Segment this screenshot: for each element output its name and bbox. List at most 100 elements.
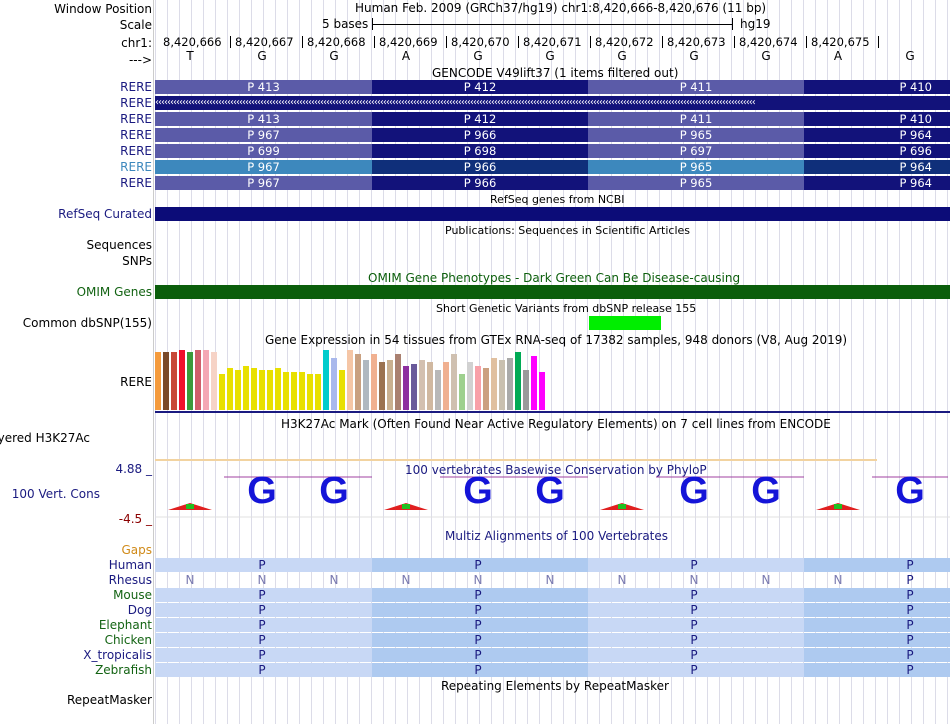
gtex-tissue-bar[interactable] bbox=[435, 370, 441, 410]
omim-gene-bar[interactable] bbox=[155, 285, 950, 299]
gencode-codon-segment[interactable]: P 964 bbox=[804, 128, 950, 142]
gtex-tissue-bar[interactable] bbox=[243, 366, 249, 410]
gencode-transcript[interactable]: P 967 P 966 P 965 P 964 bbox=[155, 176, 950, 190]
gtex-tissue-bar[interactable] bbox=[475, 366, 481, 410]
gtex-tissue-bar[interactable] bbox=[515, 352, 521, 410]
gtex-tissue-bar[interactable] bbox=[347, 350, 353, 410]
gtex-tissue-bar[interactable] bbox=[523, 370, 529, 410]
gencode-codon-segment[interactable]: P 967 bbox=[155, 176, 372, 190]
gtex-tissue-bar[interactable] bbox=[211, 352, 217, 410]
gtex-tissue-bar[interactable] bbox=[411, 364, 417, 410]
species-mouse[interactable]: Mouse bbox=[113, 588, 152, 602]
gencode-transcript[interactable]: P 413 P 412 P 411 P 410 bbox=[155, 112, 950, 126]
gtex-tissue-bar[interactable] bbox=[291, 372, 297, 410]
gencode-codon-segment[interactable]: P 966 bbox=[372, 160, 588, 174]
gencode-label-6[interactable]: RERE bbox=[120, 160, 152, 174]
gencode-label-4[interactable]: RERE bbox=[120, 128, 152, 142]
gtex-tissue-bar[interactable] bbox=[491, 358, 497, 410]
species-elephant[interactable]: Elephant bbox=[98, 618, 152, 632]
gencode-label-2[interactable]: RERE bbox=[120, 96, 152, 110]
snps-label[interactable]: SNPs bbox=[122, 254, 152, 268]
gencode-label-3[interactable]: RERE bbox=[120, 112, 152, 126]
gencode-codon-segment[interactable]: P 412 bbox=[372, 112, 588, 126]
gencode-codon-segment[interactable]: P 966 bbox=[372, 176, 588, 190]
gtex-tissue-bar[interactable] bbox=[499, 360, 505, 410]
gtex-tissue-bar[interactable] bbox=[187, 352, 193, 410]
gtex-tissue-bar[interactable] bbox=[203, 350, 209, 410]
gencode-label-7[interactable]: RERE bbox=[120, 176, 152, 190]
gtex-tissue-bar[interactable] bbox=[355, 354, 361, 410]
gtex-tissue-bar[interactable] bbox=[259, 370, 265, 410]
gencode-codon-segment[interactable]: P 965 bbox=[588, 128, 804, 142]
species-dog[interactable]: Dog bbox=[127, 603, 152, 617]
gencode-codon-segment[interactable]: P 967 bbox=[155, 128, 372, 142]
gencode-codon-segment[interactable]: P 698 bbox=[372, 144, 588, 158]
refseq-gene-bar[interactable] bbox=[155, 207, 950, 221]
h3k27ac-label[interactable]: Layered H3K27Ac bbox=[0, 431, 90, 445]
gtex-tissue-bar[interactable] bbox=[251, 368, 257, 410]
species-chicken[interactable]: Chicken bbox=[104, 633, 152, 647]
gencode-codon-segment[interactable]: P 965 bbox=[588, 160, 804, 174]
gencode-codon-segment[interactable]: P 410 bbox=[804, 112, 950, 126]
gtex-tissue-bar[interactable] bbox=[363, 360, 369, 410]
gtex-tissue-bar[interactable] bbox=[331, 358, 337, 410]
gencode-label-1[interactable]: RERE bbox=[120, 80, 152, 94]
gencode-codon-segment[interactable]: P 411 bbox=[588, 112, 804, 126]
species-human[interactable]: Human bbox=[108, 558, 152, 572]
gencode-transcript[interactable]: P 699 P 698 P 697 P 696 bbox=[155, 144, 950, 158]
gencode-transcript[interactable]: P 413 P 412 P 411 P 410 bbox=[155, 80, 950, 94]
gtex-tissue-bar[interactable] bbox=[195, 350, 201, 410]
gtex-tissue-bar[interactable] bbox=[267, 370, 273, 410]
gencode-codon-segment[interactable]: P 411 bbox=[588, 80, 804, 94]
gencode-codon-segment[interactable]: P 697 bbox=[588, 144, 804, 158]
gtex-tissue-bar[interactable] bbox=[459, 374, 465, 410]
species-zebrafish[interactable]: Zebrafish bbox=[95, 663, 152, 677]
species-rhesus[interactable]: Rhesus bbox=[108, 573, 152, 587]
gtex-tissue-bar[interactable] bbox=[539, 372, 545, 410]
gencode-codon-segment[interactable]: P 967 bbox=[155, 160, 372, 174]
gencode-transcript[interactable]: P 967 P 966 P 965 P 964 bbox=[155, 128, 950, 142]
gtex-tissue-bar[interactable] bbox=[171, 352, 177, 410]
gtex-tissue-bar[interactable] bbox=[451, 354, 457, 410]
gtex-tissue-bar[interactable] bbox=[403, 366, 409, 410]
gaps-label[interactable]: Gaps bbox=[121, 543, 152, 557]
gtex-tissue-bar[interactable] bbox=[283, 372, 289, 410]
repeatmasker-label[interactable]: RepeatMasker bbox=[66, 693, 152, 707]
omim-label[interactable]: OMIM Genes bbox=[76, 285, 152, 299]
gencode-transcript[interactable]: ‹‹‹‹‹‹‹‹‹‹‹‹‹‹‹‹‹‹‹‹‹‹‹‹‹‹‹‹‹‹‹‹‹‹‹‹‹‹‹‹… bbox=[155, 96, 950, 110]
gtex-tissue-bar[interactable] bbox=[371, 354, 377, 410]
gtex-tissue-bar[interactable] bbox=[227, 368, 233, 410]
gencode-codon-segment[interactable]: P 699 bbox=[155, 144, 372, 158]
gtex-tissue-bar[interactable] bbox=[427, 362, 433, 410]
species-xtropicalis[interactable]: X_tropicalis bbox=[83, 648, 152, 662]
gtex-tissue-bar[interactable] bbox=[235, 370, 241, 410]
gtex-tissue-bar[interactable] bbox=[275, 368, 281, 410]
gtex-tissue-bar[interactable] bbox=[531, 356, 537, 410]
gtex-tissue-bar[interactable] bbox=[155, 352, 161, 410]
gencode-codon-segment[interactable]: P 964 bbox=[804, 176, 950, 190]
gencode-codon-segment[interactable]: P 965 bbox=[588, 176, 804, 190]
gtex-tissue-bar[interactable] bbox=[299, 372, 305, 410]
gtex-tissue-bar[interactable] bbox=[419, 360, 425, 410]
gtex-tissue-bar[interactable] bbox=[395, 354, 401, 410]
refseq-label[interactable]: RefSeq Curated bbox=[58, 207, 152, 221]
gencode-codon-segment[interactable]: P 413 bbox=[155, 80, 372, 94]
gencode-codon-segment[interactable]: P 966 bbox=[372, 128, 588, 142]
gencode-codon-segment[interactable]: P 412 bbox=[372, 80, 588, 94]
gtex-tissue-bar[interactable] bbox=[179, 350, 185, 410]
gtex-tissue-bar[interactable] bbox=[387, 360, 393, 410]
gtex-tissue-bar[interactable] bbox=[219, 374, 225, 410]
sequences-label[interactable]: Sequences bbox=[86, 238, 152, 252]
gencode-transcript[interactable]: P 967 P 966 P 965 P 964 bbox=[155, 160, 950, 174]
dbsnp-label[interactable]: Common dbSNP(155) bbox=[22, 316, 152, 330]
gtex-tissue-bar[interactable] bbox=[307, 374, 313, 410]
gtex-tissue-bar[interactable] bbox=[483, 368, 489, 410]
gencode-codon-segment[interactable]: P 964 bbox=[804, 160, 950, 174]
